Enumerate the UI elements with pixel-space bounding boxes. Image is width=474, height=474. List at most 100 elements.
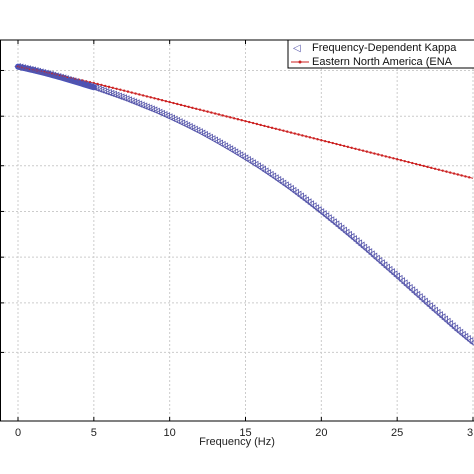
kappa-point xyxy=(403,281,411,290)
kappa-point xyxy=(102,88,110,96)
x-tick-label: 15 xyxy=(239,427,251,439)
kappa-point xyxy=(90,83,97,91)
kappa-point xyxy=(380,261,388,269)
ena-point xyxy=(335,142,338,146)
kappa-point xyxy=(36,68,44,76)
kappa-point xyxy=(433,308,441,317)
ena-point xyxy=(316,138,319,141)
ena-point xyxy=(126,90,130,93)
ena-point xyxy=(392,157,395,160)
kappa-point xyxy=(395,274,403,283)
x-tick-label: 10 xyxy=(164,427,176,439)
ena-point xyxy=(96,82,99,86)
ena-point xyxy=(164,99,168,103)
ena-point xyxy=(414,162,418,166)
kappa-point xyxy=(466,337,474,345)
ena-point xyxy=(153,97,156,100)
ena-point xyxy=(263,124,266,128)
kappa-point xyxy=(112,91,120,99)
ena-point xyxy=(217,113,221,116)
legend-label-kappa: Frequency-Dependent Kappa xyxy=(312,42,457,54)
ena-point xyxy=(418,163,422,167)
kappa-point xyxy=(408,286,416,294)
kappa-point xyxy=(342,228,350,237)
ena-point xyxy=(331,141,334,145)
kappa-point xyxy=(14,62,21,71)
kappa-point xyxy=(375,256,383,265)
kappa-point xyxy=(105,88,112,97)
kappa-point xyxy=(97,86,105,94)
ena-point xyxy=(407,160,410,164)
ena-point xyxy=(145,95,149,98)
ena-point xyxy=(377,153,380,156)
kappa-point xyxy=(79,80,87,88)
ena-point xyxy=(229,116,232,119)
ena-point xyxy=(445,170,448,173)
ena-point xyxy=(130,91,133,94)
kappa-point xyxy=(436,311,443,319)
kappa-point xyxy=(44,70,52,78)
ena-point xyxy=(327,140,331,144)
ena-point xyxy=(270,126,274,130)
kappa-point xyxy=(438,313,446,321)
kappa-point xyxy=(393,272,400,280)
ena-point xyxy=(301,134,304,137)
ena-point xyxy=(339,143,342,147)
ena-point xyxy=(104,84,107,88)
kappa-point xyxy=(67,76,74,85)
ena-point xyxy=(267,125,270,129)
kappa-point xyxy=(373,254,380,263)
kappa-point xyxy=(52,72,59,80)
kappa-point xyxy=(388,268,395,276)
legend-marker-ena xyxy=(298,60,302,64)
kappa-point xyxy=(469,340,474,346)
ena-point xyxy=(293,132,296,135)
ena-point xyxy=(468,176,471,179)
kappa-point xyxy=(82,81,90,89)
ena-point xyxy=(380,154,384,157)
legend-marker-kappa: ◁ xyxy=(293,43,301,54)
kappa-point xyxy=(355,239,363,247)
kappa-point xyxy=(448,322,456,330)
ena-point xyxy=(115,87,118,90)
ena-point xyxy=(119,88,122,91)
kappa-point xyxy=(57,73,64,82)
ena-point xyxy=(449,171,452,174)
kappa-point xyxy=(459,330,466,339)
kappa-point xyxy=(398,277,406,285)
ena-point xyxy=(232,117,236,120)
ena-point xyxy=(384,155,387,158)
ena-point xyxy=(286,130,289,133)
ena-point xyxy=(236,118,240,121)
ena-point xyxy=(198,108,202,111)
kappa-point xyxy=(416,293,423,301)
kappa-point xyxy=(62,75,69,83)
ena-point xyxy=(168,100,171,104)
ena-point xyxy=(221,114,224,117)
ena-point xyxy=(278,128,281,131)
kappa-point xyxy=(464,335,471,343)
kappa-point xyxy=(446,319,454,328)
kappa-point xyxy=(110,90,117,99)
kappa-point xyxy=(21,64,29,73)
kappa-point xyxy=(84,82,92,90)
kappa-point xyxy=(16,63,24,71)
kappa-point xyxy=(411,288,418,296)
kappa-point xyxy=(363,245,370,254)
ena-point xyxy=(323,139,327,143)
ena-point xyxy=(399,159,403,162)
kappa-point xyxy=(454,326,461,335)
kappa-point xyxy=(64,75,72,84)
ena-point xyxy=(111,86,114,90)
ena-point xyxy=(308,136,312,139)
kappa-point xyxy=(426,302,433,310)
ena-point xyxy=(191,106,194,110)
ena-point xyxy=(320,139,323,142)
ena-point xyxy=(282,129,285,132)
kappa-point xyxy=(340,226,347,234)
x-tick-label: 20 xyxy=(315,427,327,439)
kappa-point xyxy=(390,270,398,278)
kappa-point xyxy=(421,297,428,306)
kappa-point xyxy=(360,243,368,252)
